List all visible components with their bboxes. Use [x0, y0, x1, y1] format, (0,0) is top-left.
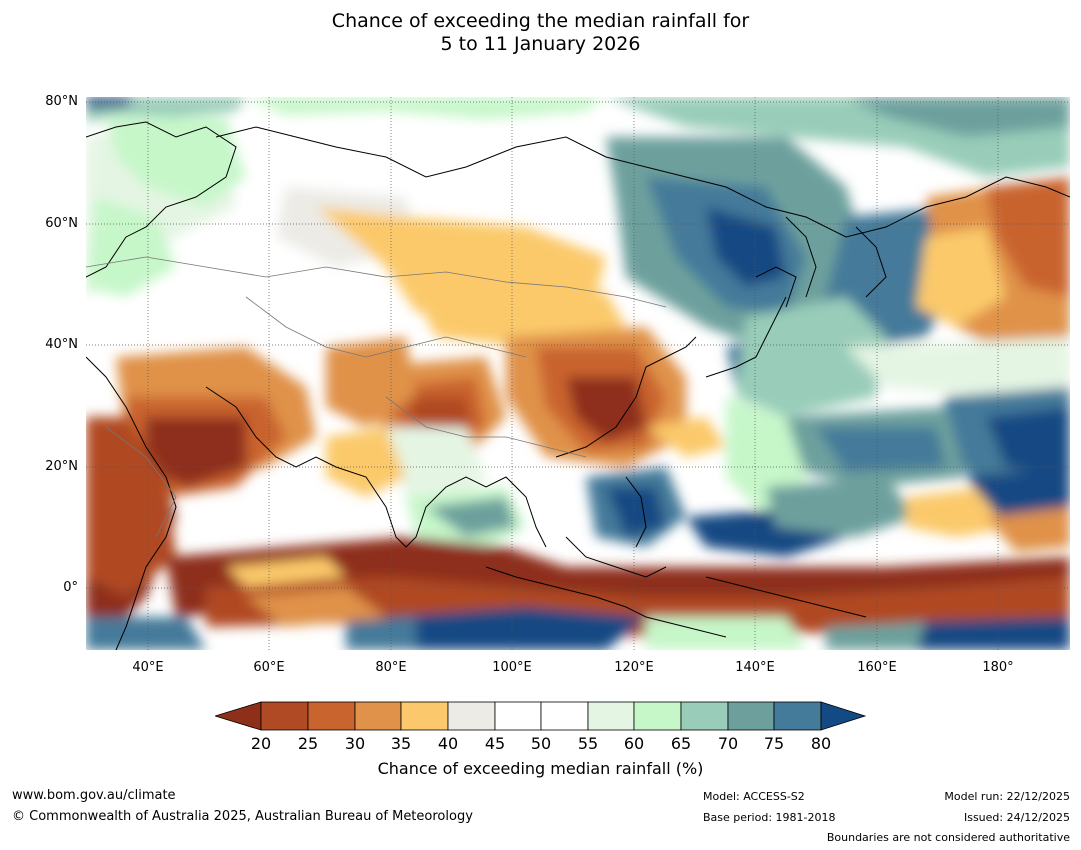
map-title: Chance of exceeding the median rainfall …: [0, 10, 1081, 56]
region-io-yellow-1: [226, 557, 346, 587]
region-arctic-east-teal: [846, 97, 1070, 137]
colorbar-swatch-60-65: [633, 701, 682, 731]
colorbar-swatch-20-25: [260, 701, 309, 731]
lon-label-140e: 140°E: [735, 660, 775, 675]
colorbar-swatch-75-80: [773, 701, 822, 731]
region-arabia-dark: [146, 417, 246, 487]
colorbar-tick-20: 20: [250, 734, 272, 753]
colorbar-tick-60: 60: [623, 734, 645, 753]
colorbar-swatch-30-35: [354, 701, 402, 731]
lon-label-120e: 120°E: [614, 660, 654, 675]
colorbar-swatch-45-50: [494, 701, 542, 731]
lat-label-40n: 40°N: [45, 337, 78, 352]
colorbar-high-arrow: [820, 701, 867, 731]
region-tibet-dark: [406, 397, 471, 432]
region-bering-brown: [986, 177, 1070, 297]
base-period: Base period: 1981-2018: [703, 811, 836, 824]
colorbar-swatch-35-40: [400, 701, 449, 731]
colorbar-tick-35: 35: [390, 734, 412, 753]
lon-label-60e: 60°E: [253, 660, 285, 675]
colorbar-tick-30: 30: [344, 734, 366, 753]
rainfall-map-svg: [86, 97, 1070, 650]
region-east-siberia-dark: [706, 207, 786, 287]
colorbar-swatch-65-70: [680, 701, 729, 731]
issued-date: Issued: 24/12/2025: [963, 811, 1070, 824]
region-bering-yellow: [916, 227, 1006, 327]
region-north-pacific-dark-1: [986, 407, 1070, 477]
region-siberia-yellow: [316, 207, 606, 317]
colorbar-swatch-55-60: [587, 701, 635, 731]
colorbar-swatch-70-75: [727, 701, 775, 731]
lat-label-60n: 60°N: [45, 216, 78, 231]
region-scandinavia: [106, 117, 246, 207]
region-central-pacific-orange: [986, 507, 1070, 552]
region-south-east-teal: [826, 622, 926, 650]
region-java-green: [646, 617, 806, 650]
region-west-green: [86, 197, 176, 297]
region-west-pacific-teal: [766, 477, 916, 537]
model-name: Model: ACCESS-S2: [703, 790, 805, 803]
lon-label-180: 180°: [982, 660, 1014, 675]
boundaries-disclaimer: Boundaries are not considered authoritat…: [826, 831, 1070, 844]
lon-label-100e: 100°E: [492, 660, 532, 675]
region-south-china-yellow: [646, 417, 726, 457]
country-borders: [86, 256, 667, 538]
region-philippine-dark: [606, 487, 666, 537]
website-link[interactable]: www.bom.gov.au/climate: [12, 788, 176, 803]
lon-label-160e: 160°E: [857, 660, 897, 675]
region-north-pacific-light: [846, 337, 1070, 397]
colorbar-swatch-50-55: [540, 701, 589, 731]
region-china-dark: [566, 377, 646, 442]
colorbar-tick-55: 55: [577, 734, 599, 753]
region-south-east-dark: [906, 617, 1070, 650]
model-run-date: Model run: 22/12/2025: [944, 790, 1070, 803]
region-south-mid-blue: [346, 617, 416, 650]
region-africa-brown: [86, 417, 176, 597]
region-south-west-blue: [86, 617, 206, 650]
lat-label-0: 0°: [63, 580, 78, 595]
probability-field: [86, 97, 1070, 650]
region-north-pacific-blue-2: [816, 427, 946, 472]
region-arctic-mid: [246, 97, 606, 119]
region-bay-bengal-teal: [426, 497, 516, 537]
colorbar-label: Chance of exceeding median rainfall (%): [377, 759, 704, 778]
lat-label-20n: 20°N: [45, 459, 78, 474]
region-northwest-pacific-green: [736, 297, 886, 417]
region-india-yellow: [326, 427, 406, 497]
region-io-orange: [246, 587, 386, 627]
colorbar-tick-40: 40: [437, 734, 459, 753]
colorbar-swatch-25-30: [307, 701, 356, 731]
colorbar-tick-45: 45: [484, 734, 506, 753]
lon-label-40e: 40°E: [132, 660, 164, 675]
coastlines: [86, 121, 1070, 650]
colorbar-tick-25: 25: [297, 734, 319, 753]
colorbar-swatch-40-45: [447, 701, 496, 731]
title-line-2: 5 to 11 January 2026: [440, 33, 641, 55]
copyright-text: © Commonwealth of Australia 2025, Austra…: [12, 809, 473, 824]
colorbar-low-arrow: [215, 701, 262, 731]
lon-label-80e: 80°E: [375, 660, 407, 675]
colorbar-tick-80: 80: [810, 734, 832, 753]
colorbar-tick-65: 65: [670, 734, 692, 753]
colorbar-tick-75: 75: [763, 734, 785, 753]
colorbar-tick-50: 50: [530, 734, 552, 753]
region-mid-asia-orange: [326, 337, 416, 427]
colorbar: [215, 701, 867, 731]
graticule: [86, 97, 1070, 650]
rainfall-map: [86, 97, 1070, 650]
lat-label-80n: 80°N: [45, 94, 78, 109]
region-south-mid-dark: [386, 607, 646, 650]
region-arctic-west-dark: [86, 97, 136, 109]
colorbar-tick-70: 70: [717, 734, 739, 753]
title-line-1: Chance of exceeding the median rainfall …: [331, 10, 750, 32]
